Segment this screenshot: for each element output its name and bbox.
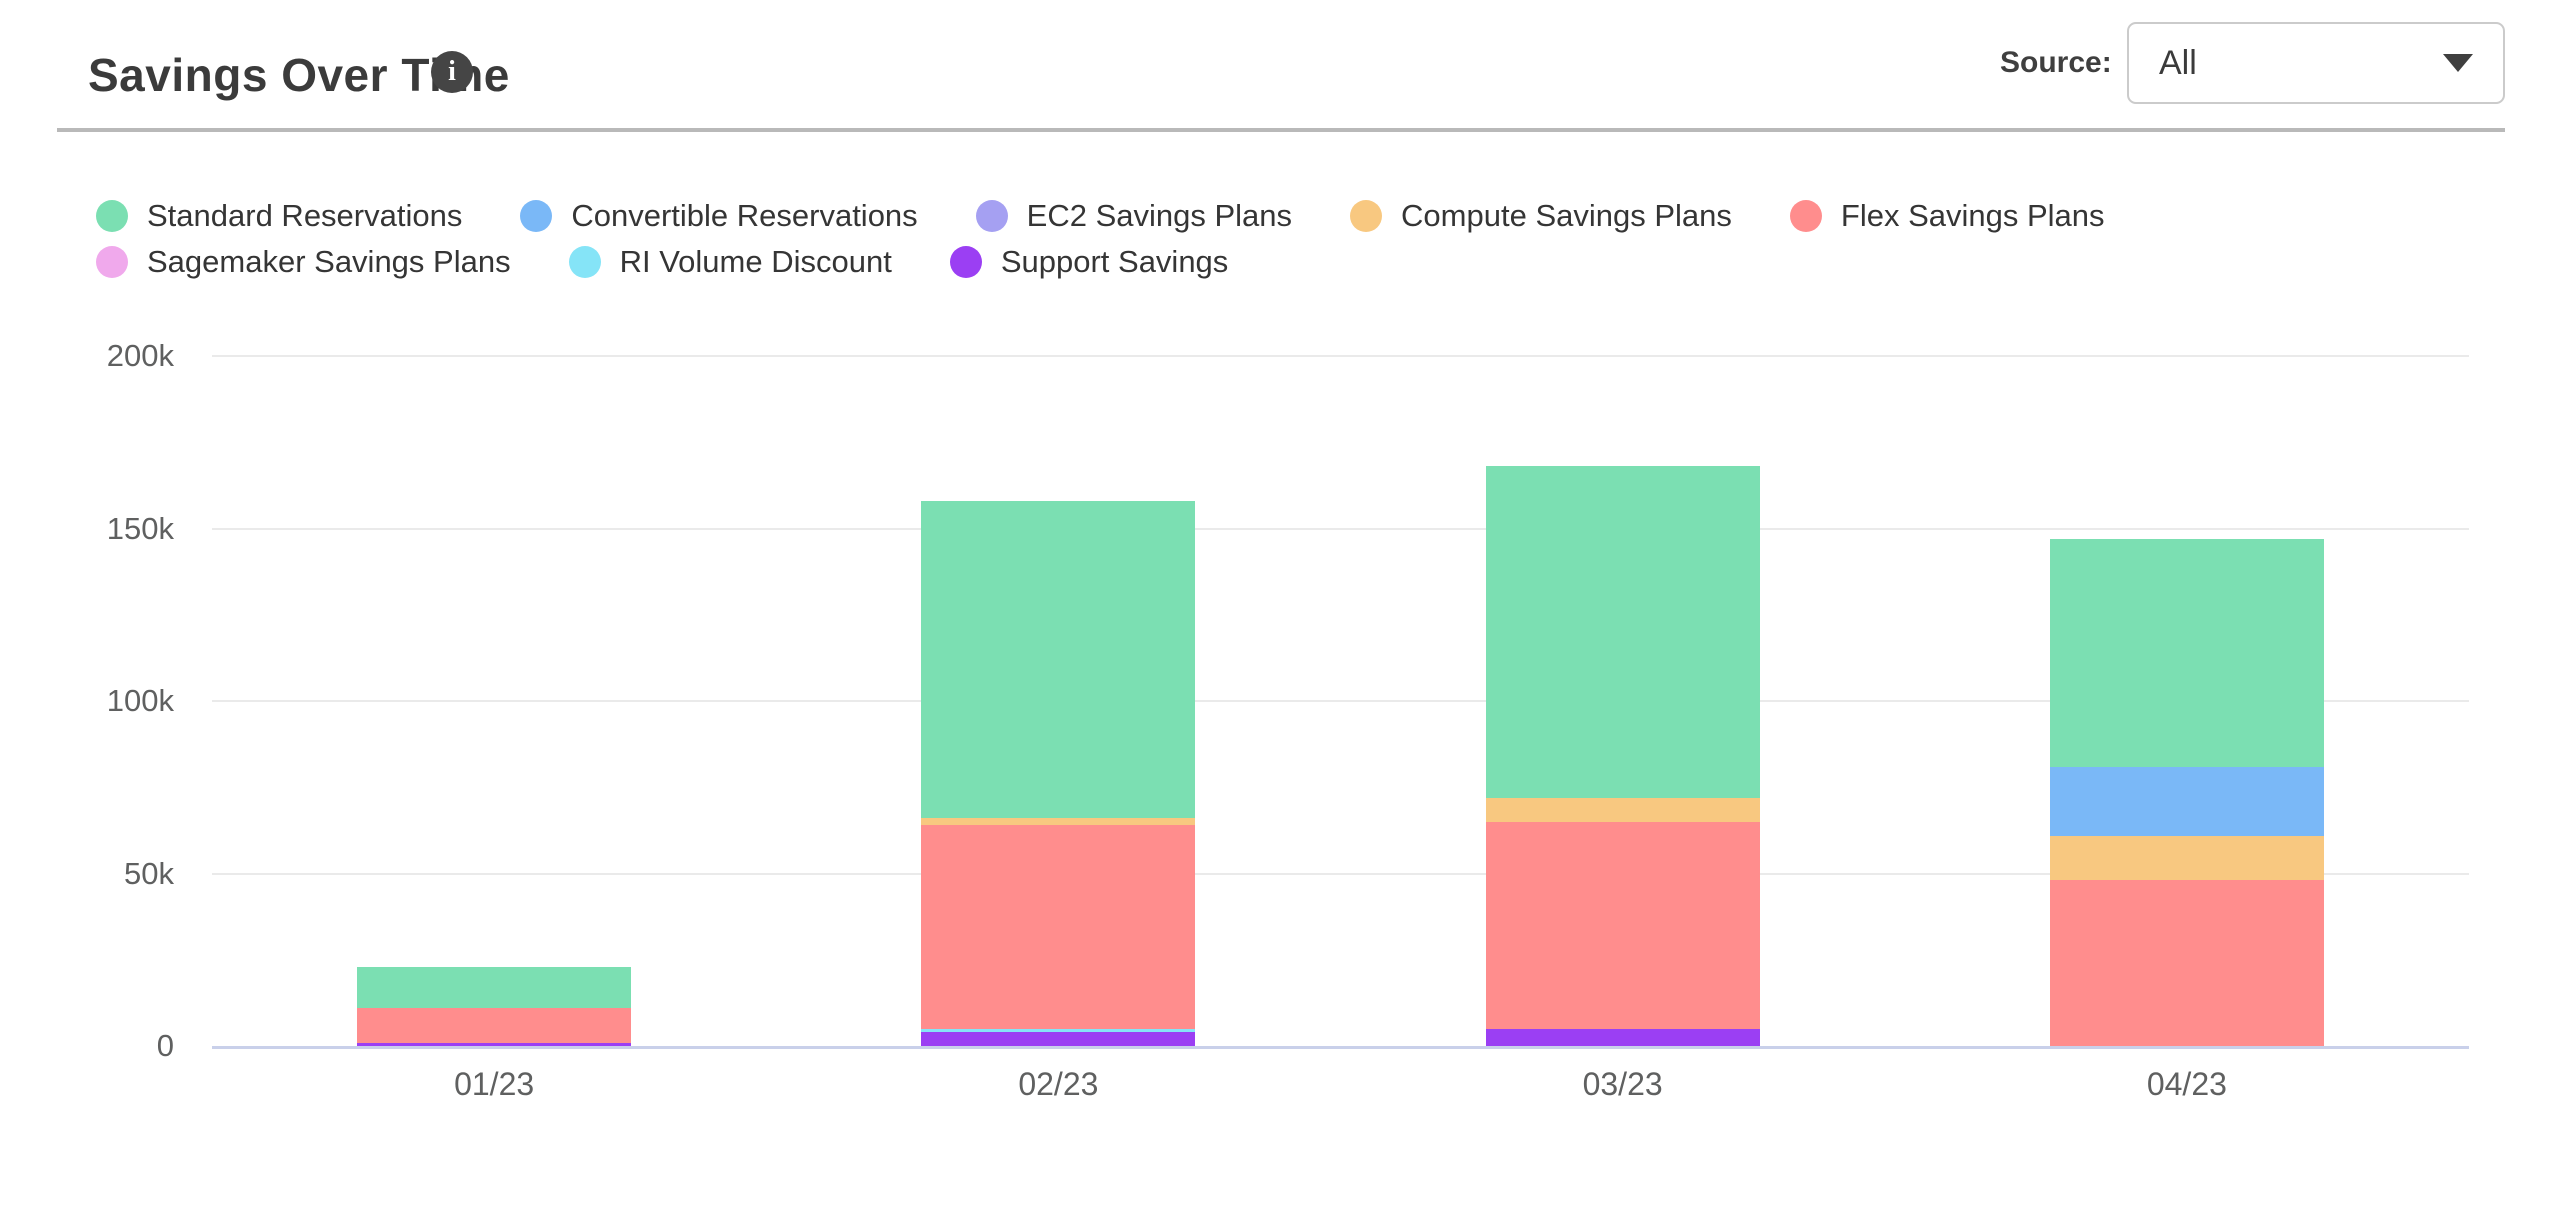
legend-dot-icon [96,246,128,278]
bar-segment[interactable] [921,825,1196,1029]
legend-label: RI Volume Discount [619,244,892,279]
y-axis-tick-label: 50k [124,855,174,891]
y-axis-tick-label: 0 [156,1028,174,1063]
x-axis-tick-label: 04/23 [2146,1066,2227,1102]
y-axis-tick-label: 200k [106,338,174,373]
x-axis-tick-label: 03/23 [1582,1066,1663,1102]
legend-label: EC2 Savings Plans [1026,198,1293,233]
legend-dot-icon [520,200,553,232]
legend-dot-icon [949,246,982,278]
bar-segment[interactable] [357,1008,632,1043]
legend-label: Standard Reservations [147,198,463,233]
legend-item[interactable]: Standard Reservations [96,198,462,234]
y-axis-tick-label: 100k [106,683,174,718]
x-axis-tick-label: 02/23 [1018,1066,1099,1102]
legend-dot-icon [1350,200,1383,232]
source-select[interactable]: All [2127,22,2505,104]
legend-label: Sagemaker Savings Plans [147,244,511,279]
chart-legend: Standard Reservations Convertible Reserva… [96,193,2105,285]
legend-label: Support Savings [1000,244,1229,279]
legend-row: Standard Reservations Convertible Reserva… [96,193,2105,239]
bar-segment[interactable] [921,818,1196,826]
chevron-down-icon [2443,54,2473,72]
legend-item[interactable]: EC2 Savings Plans [975,198,1293,234]
gridline [212,872,2469,875]
legend-row: Sagemaker Savings Plans RI Volume Discoun… [96,239,2105,285]
legend-dot-icon [975,200,1008,232]
info-icon[interactable]: i [431,51,473,93]
y-axis-tick-label: 150k [106,510,174,546]
bar-segment[interactable] [1485,466,1760,798]
source-label: Source: [2000,46,2112,79]
header-divider [57,128,2505,132]
bar-segment[interactable] [1485,1028,1760,1046]
bar-segment[interactable] [2049,835,2324,881]
gridline [212,700,2469,702]
legend-item[interactable]: Sagemaker Savings Plans [96,244,511,280]
source-selected-value: All [2159,43,2197,82]
x-axis-tick-label: 01/23 [454,1066,535,1102]
x-axis-line [212,1046,2469,1049]
bar-segment[interactable] [1485,797,1760,822]
bar-segment[interactable] [2049,538,2324,767]
legend-dot-icon [1789,200,1822,232]
bar-segment[interactable] [921,500,1196,819]
bar-segment[interactable] [357,966,632,1009]
bar-segment[interactable] [1485,821,1760,1029]
legend-item[interactable]: Convertible Reservations [520,198,918,234]
gridline [212,527,2469,530]
bar-segment[interactable] [921,1032,1196,1046]
legend-label: Convertible Reservations [571,198,918,233]
legend-dot-icon [568,246,601,278]
bar-segment[interactable] [2049,880,2324,1046]
legend-label: Flex Savings Plans [1840,198,2105,233]
bar-segment[interactable] [2049,766,2324,836]
bar-segment[interactable] [921,1028,1196,1033]
legend-item[interactable]: Support Savings [949,244,1229,280]
legend-dot-icon [96,200,128,232]
legend-item[interactable]: RI Volume Discount [568,244,892,280]
bar-segment[interactable] [357,1042,632,1046]
gridline [212,355,2469,357]
legend-item[interactable]: Compute Savings Plans [1350,198,1732,234]
info-icon-glyph: i [448,56,456,87]
legend-label: Compute Savings Plans [1401,198,1732,233]
legend-item[interactable]: Flex Savings Plans [1789,198,2105,234]
